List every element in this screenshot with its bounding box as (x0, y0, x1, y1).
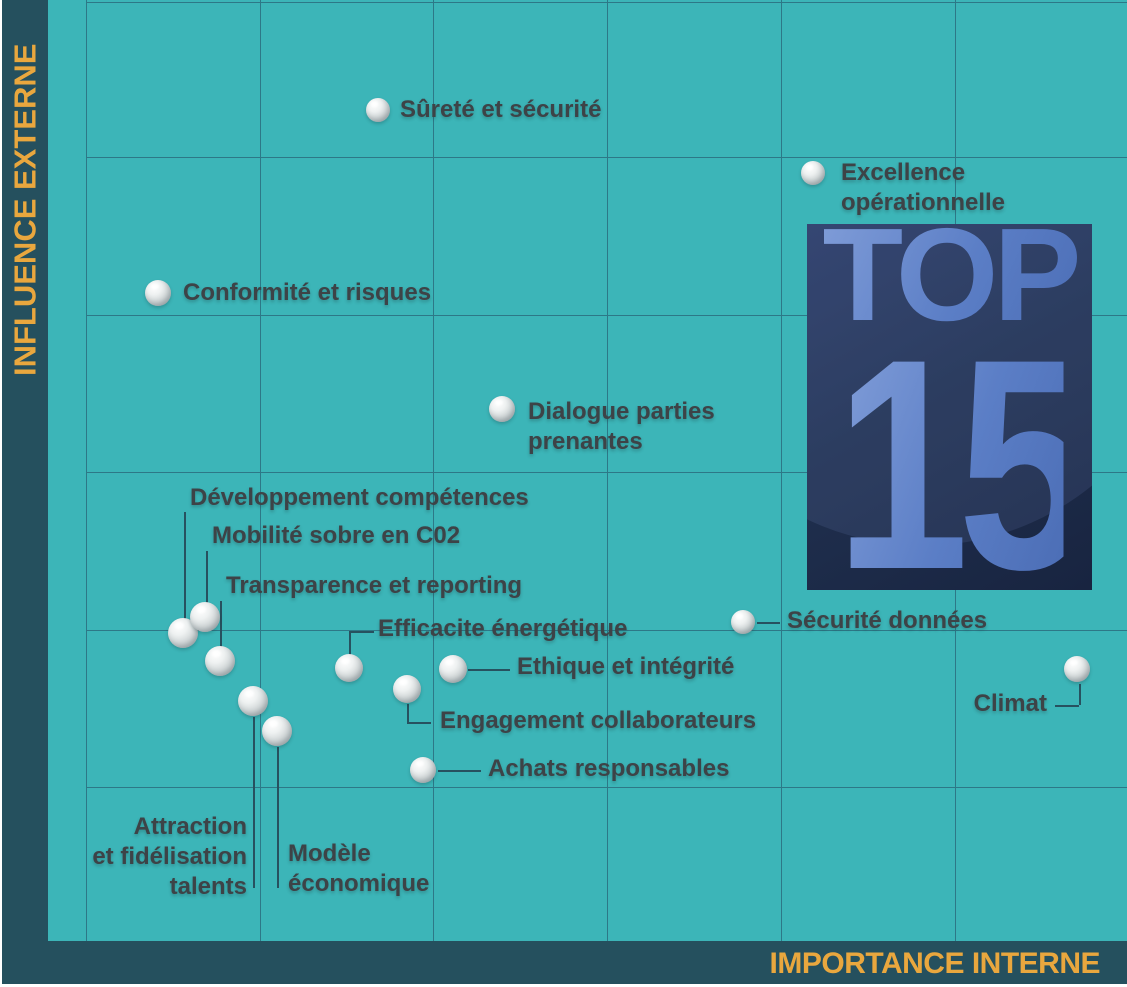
point-label-modele-economique: Modèle économique (288, 840, 430, 897)
leader-line-achats-responsables (438, 770, 481, 772)
data-point-surete-et-securite (366, 98, 390, 122)
data-point-dialogue-parties-prenantes (489, 396, 515, 422)
point-label-excellence-operationnelle: Excellence opérationnelle (841, 159, 1006, 216)
badge-word-top: TOP (807, 224, 1092, 347)
y-axis-title: INFLUENCE EXTERNE (7, 43, 43, 377)
gridline-vertical (260, 0, 261, 941)
leader-line-securite-donnees (757, 622, 780, 624)
gridline-vertical (86, 0, 87, 941)
gridline-vertical (781, 0, 782, 941)
gridline-horizontal (86, 472, 1127, 473)
leader-line-climat (1055, 705, 1079, 707)
point-label-dialogue-parties-prenantes: Dialogue parties prenantes (528, 398, 715, 455)
point-label-achats-responsables: Achats responsables (488, 754, 730, 782)
leader-line-attraction-et-fidelisation-talents (253, 717, 255, 888)
data-point-transparence-et-reporting (205, 646, 235, 676)
gridline-horizontal (86, 630, 1127, 631)
gridline-horizontal (86, 2, 1127, 3)
point-label-transparence-et-reporting: Transparence et reporting (226, 571, 523, 599)
point-label-efficacite-energetique: Efficacite énergétique (378, 614, 628, 642)
y-axis-bar (2, 0, 48, 984)
data-point-mobilite-sobre-en-c02 (190, 602, 220, 632)
leader-line-engagement-collaborateurs (407, 722, 431, 724)
leader-line-efficacite-energetique (349, 631, 374, 633)
badge-number-15: 15 (836, 314, 1092, 590)
point-label-conformite-et-risques: Conformité et risques (183, 278, 432, 306)
leader-line-modele-economique (277, 747, 279, 888)
data-point-climat (1064, 656, 1090, 682)
data-point-efficacite-energetique (335, 654, 363, 682)
leader-line-transparence-et-reporting (220, 601, 222, 647)
leader-line-engagement-collaborateurs (407, 704, 409, 722)
point-label-engagement-collaborateurs: Engagement collaborateurs (440, 706, 757, 734)
point-label-developpement-competences: Développement compétences (190, 483, 529, 511)
data-point-conformite-et-risques (145, 280, 171, 306)
x-axis-bar (2, 941, 1127, 984)
point-label-securite-donnees: Sécurité données (787, 606, 988, 634)
leader-line-developpement-competences (184, 512, 186, 619)
point-label-surete-et-securite: Sûreté et sécurité (400, 95, 602, 123)
leader-line-efficacite-energetique (349, 631, 351, 655)
top15-badge: TOP 15 (807, 224, 1092, 590)
data-point-engagement-collaborateurs (393, 675, 421, 703)
gridline-horizontal (86, 315, 1127, 316)
data-point-modele-economique (262, 716, 292, 746)
gridline-horizontal (86, 787, 1127, 788)
point-label-attraction-et-fidelisation-talents: Attraction et fidélisation talents (92, 813, 247, 900)
data-point-securite-donnees (731, 610, 755, 634)
point-label-climat: Climat (973, 689, 1047, 717)
leader-line-mobilite-sobre-en-c02 (206, 551, 208, 603)
data-point-ethique-et-integrite (439, 655, 467, 683)
leader-line-ethique-et-integrite (468, 669, 510, 671)
gridline-horizontal (86, 157, 1127, 158)
data-point-achats-responsables (410, 757, 436, 783)
x-axis-title: IMPORTANCE INTERNE (769, 947, 1101, 980)
data-point-attraction-et-fidelisation-talents (238, 686, 268, 716)
data-point-excellence-operationnelle (801, 161, 825, 185)
point-label-ethique-et-integrite: Ethique et intégrité (517, 652, 735, 680)
gridline-vertical (607, 0, 608, 941)
point-label-mobilite-sobre-en-c02: Mobilité sobre en C02 (212, 521, 461, 549)
gridline-vertical (433, 0, 434, 941)
leader-line-climat (1079, 684, 1081, 705)
